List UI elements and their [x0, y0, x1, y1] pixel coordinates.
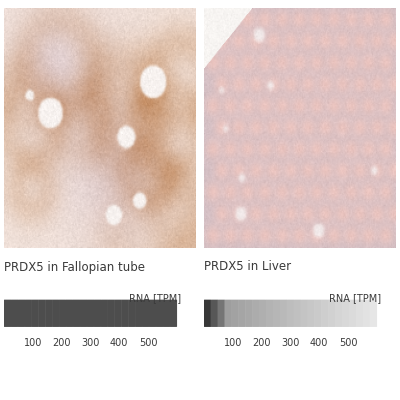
FancyBboxPatch shape	[114, 300, 122, 327]
FancyBboxPatch shape	[238, 300, 246, 327]
FancyBboxPatch shape	[294, 300, 301, 327]
FancyBboxPatch shape	[108, 300, 115, 327]
FancyBboxPatch shape	[321, 300, 329, 327]
FancyBboxPatch shape	[163, 300, 170, 327]
FancyBboxPatch shape	[4, 300, 11, 327]
Text: 100: 100	[24, 338, 42, 348]
FancyBboxPatch shape	[349, 300, 356, 327]
FancyBboxPatch shape	[300, 300, 308, 327]
FancyBboxPatch shape	[335, 300, 342, 327]
Text: 400: 400	[310, 338, 328, 348]
FancyBboxPatch shape	[370, 300, 377, 327]
FancyBboxPatch shape	[252, 300, 260, 327]
Text: 200: 200	[52, 338, 71, 348]
FancyBboxPatch shape	[100, 300, 108, 327]
FancyBboxPatch shape	[218, 300, 225, 327]
Text: 500: 500	[339, 338, 357, 348]
Text: RNA [TPM]: RNA [TPM]	[328, 293, 381, 303]
Text: 200: 200	[252, 338, 271, 348]
Text: PRDX5 in Fallopian tube: PRDX5 in Fallopian tube	[4, 260, 145, 274]
FancyBboxPatch shape	[245, 300, 253, 327]
FancyBboxPatch shape	[24, 300, 32, 327]
FancyBboxPatch shape	[342, 300, 350, 327]
Text: 100: 100	[224, 338, 242, 348]
FancyBboxPatch shape	[94, 300, 101, 327]
FancyBboxPatch shape	[11, 300, 18, 327]
FancyBboxPatch shape	[18, 300, 25, 327]
FancyBboxPatch shape	[356, 300, 363, 327]
FancyBboxPatch shape	[38, 300, 46, 327]
FancyBboxPatch shape	[135, 300, 142, 327]
FancyBboxPatch shape	[211, 300, 218, 327]
FancyBboxPatch shape	[308, 300, 315, 327]
FancyBboxPatch shape	[314, 300, 322, 327]
FancyBboxPatch shape	[149, 300, 156, 327]
FancyBboxPatch shape	[280, 300, 287, 327]
FancyBboxPatch shape	[259, 300, 266, 327]
Text: PRDX5 in Liver: PRDX5 in Liver	[204, 260, 291, 274]
FancyBboxPatch shape	[66, 300, 73, 327]
Text: 300: 300	[81, 338, 100, 348]
FancyBboxPatch shape	[59, 300, 66, 327]
FancyBboxPatch shape	[328, 300, 336, 327]
FancyBboxPatch shape	[52, 300, 60, 327]
FancyBboxPatch shape	[287, 300, 294, 327]
FancyBboxPatch shape	[87, 300, 94, 327]
FancyBboxPatch shape	[363, 300, 370, 327]
FancyBboxPatch shape	[80, 300, 87, 327]
Text: 500: 500	[139, 338, 157, 348]
FancyBboxPatch shape	[266, 300, 273, 327]
FancyBboxPatch shape	[142, 300, 150, 327]
FancyBboxPatch shape	[45, 300, 53, 327]
FancyBboxPatch shape	[204, 300, 211, 327]
FancyBboxPatch shape	[224, 300, 232, 327]
FancyBboxPatch shape	[156, 300, 163, 327]
FancyBboxPatch shape	[121, 300, 129, 327]
FancyBboxPatch shape	[273, 300, 280, 327]
FancyBboxPatch shape	[128, 300, 136, 327]
Text: 300: 300	[281, 338, 300, 348]
FancyBboxPatch shape	[31, 300, 39, 327]
Text: RNA [TPM]: RNA [TPM]	[128, 293, 181, 303]
Text: 400: 400	[110, 338, 128, 348]
FancyBboxPatch shape	[231, 300, 239, 327]
FancyBboxPatch shape	[73, 300, 80, 327]
FancyBboxPatch shape	[170, 300, 177, 327]
